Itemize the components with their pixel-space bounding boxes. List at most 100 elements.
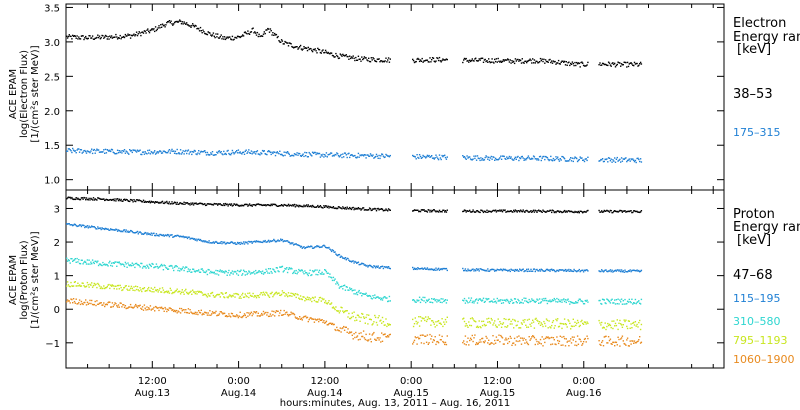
data-point xyxy=(222,313,224,315)
data-point xyxy=(192,268,195,270)
data-point xyxy=(546,157,549,159)
data-point xyxy=(142,199,145,201)
data-point xyxy=(243,296,246,298)
data-point xyxy=(151,291,153,293)
data-point xyxy=(380,155,382,157)
data-point xyxy=(567,340,569,342)
data-point xyxy=(256,31,259,34)
data-point xyxy=(233,38,235,41)
data-point xyxy=(328,300,330,302)
data-point xyxy=(138,150,140,152)
data-point xyxy=(526,268,528,271)
data-point xyxy=(175,309,177,312)
data-point xyxy=(103,37,105,39)
data-point xyxy=(181,267,183,270)
data-point xyxy=(602,160,605,163)
data-point xyxy=(351,57,353,59)
data-point xyxy=(640,298,643,301)
data-point xyxy=(415,209,417,211)
data-point xyxy=(196,153,198,156)
data-point xyxy=(560,159,562,161)
data-point xyxy=(378,267,380,269)
data-point xyxy=(418,157,420,159)
data-point xyxy=(141,153,143,156)
data-point xyxy=(581,300,583,302)
data-point xyxy=(93,199,95,201)
data-point xyxy=(389,300,391,302)
data-point xyxy=(338,312,341,314)
data-point xyxy=(339,256,341,258)
data-point xyxy=(69,35,71,37)
data-point xyxy=(606,158,608,160)
data-point xyxy=(636,323,638,326)
data-point xyxy=(168,292,171,294)
data-point xyxy=(471,268,473,271)
data-point xyxy=(376,208,379,210)
data-point xyxy=(362,262,364,265)
data-point xyxy=(563,335,565,338)
data-point xyxy=(293,205,295,207)
data-point xyxy=(276,310,278,312)
data-point xyxy=(419,301,422,304)
data-point xyxy=(320,52,322,54)
data-point xyxy=(200,291,202,293)
data-point xyxy=(372,154,374,156)
electron-series-2-points xyxy=(66,147,643,164)
data-point xyxy=(354,319,356,322)
data-point xyxy=(611,62,613,65)
data-point xyxy=(541,58,543,60)
data-point xyxy=(587,61,589,64)
data-point xyxy=(629,269,631,271)
data-point xyxy=(80,285,83,287)
data-point xyxy=(263,313,265,315)
data-point xyxy=(354,336,356,339)
data-point xyxy=(513,270,516,272)
data-point xyxy=(360,332,362,334)
data-point xyxy=(533,59,536,61)
data-point xyxy=(373,265,375,267)
data-point xyxy=(491,300,493,302)
data-point xyxy=(225,242,227,245)
data-point xyxy=(431,59,433,61)
data-point xyxy=(74,258,76,260)
data-point xyxy=(474,58,476,60)
data-point xyxy=(311,318,314,320)
data-point xyxy=(137,33,139,35)
data-point xyxy=(418,154,421,156)
data-point xyxy=(510,156,512,158)
data-point xyxy=(349,57,352,60)
data-point xyxy=(305,315,307,317)
data-point xyxy=(515,340,517,342)
data-point xyxy=(529,301,531,303)
data-point xyxy=(147,288,149,290)
data-point xyxy=(479,211,481,214)
data-point xyxy=(375,296,378,298)
data-point xyxy=(166,267,168,269)
data-point xyxy=(106,199,108,201)
data-point xyxy=(494,339,496,342)
data-point xyxy=(248,152,251,154)
data-point xyxy=(109,199,111,201)
data-point xyxy=(185,202,187,204)
data-point xyxy=(189,291,191,293)
data-point xyxy=(104,34,107,37)
data-point xyxy=(628,210,630,213)
data-point xyxy=(418,316,420,318)
data-point xyxy=(635,342,637,344)
data-point xyxy=(482,297,485,299)
data-point xyxy=(178,20,180,23)
data-point xyxy=(622,210,624,212)
data-point xyxy=(353,262,355,264)
data-point xyxy=(605,269,607,271)
data-point xyxy=(196,270,198,272)
data-point xyxy=(76,198,78,200)
data-point xyxy=(303,315,305,318)
data-point xyxy=(541,211,543,213)
data-point xyxy=(418,338,420,340)
data-point xyxy=(302,48,304,50)
data-point xyxy=(316,319,318,321)
data-point xyxy=(538,210,541,212)
data-point xyxy=(331,207,334,209)
data-point xyxy=(416,209,418,211)
x-tick-time-label: 0:00 xyxy=(400,376,422,387)
